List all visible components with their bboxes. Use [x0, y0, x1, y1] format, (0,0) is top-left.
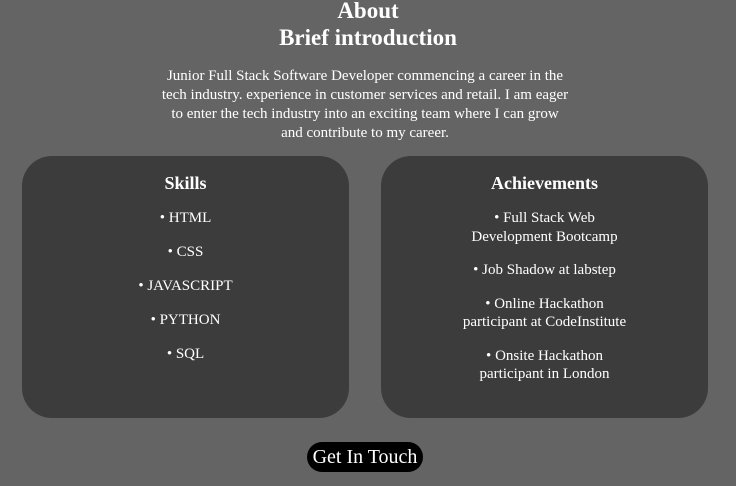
achievements-title: Achievements — [491, 173, 598, 193]
skill-item-sql: SQL — [22, 345, 349, 364]
skills-title: Skills — [164, 173, 207, 193]
skill-item-css: CSS — [22, 243, 349, 262]
achievement-item-bootcamp: Full Stack Web Development Bootcamp — [460, 209, 630, 246]
skill-item-html: HTML — [22, 209, 349, 228]
achievement-item-onsite-hackathon: Onsite Hackathon participant in London — [460, 347, 630, 384]
achievement-item-job-shadow: Job Shadow at labstep — [460, 261, 630, 280]
skill-item-javascript: JAVASCRIPT — [22, 277, 349, 296]
page-subtitle: Brief introduction — [279, 25, 457, 50]
achievements-list: Full Stack Web Development Bootcamp Job … — [460, 194, 630, 384]
intro-text: Junior Full Stack Software Developer com… — [161, 68, 569, 141]
achievements-card: Achievements Full Stack Web Development … — [381, 156, 708, 418]
page-title: About — [337, 0, 399, 23]
skills-list: HTML CSS JAVASCRIPT PYTHON SQL — [22, 194, 349, 364]
achievement-item-online-hackathon: Online Hackathon participant at CodeInst… — [460, 295, 630, 332]
skills-card: Skills HTML CSS JAVASCRIPT PYTHON SQL — [22, 156, 349, 418]
get-in-touch-button[interactable]: Get In Touch — [307, 442, 423, 472]
skill-item-python: PYTHON — [22, 311, 349, 330]
